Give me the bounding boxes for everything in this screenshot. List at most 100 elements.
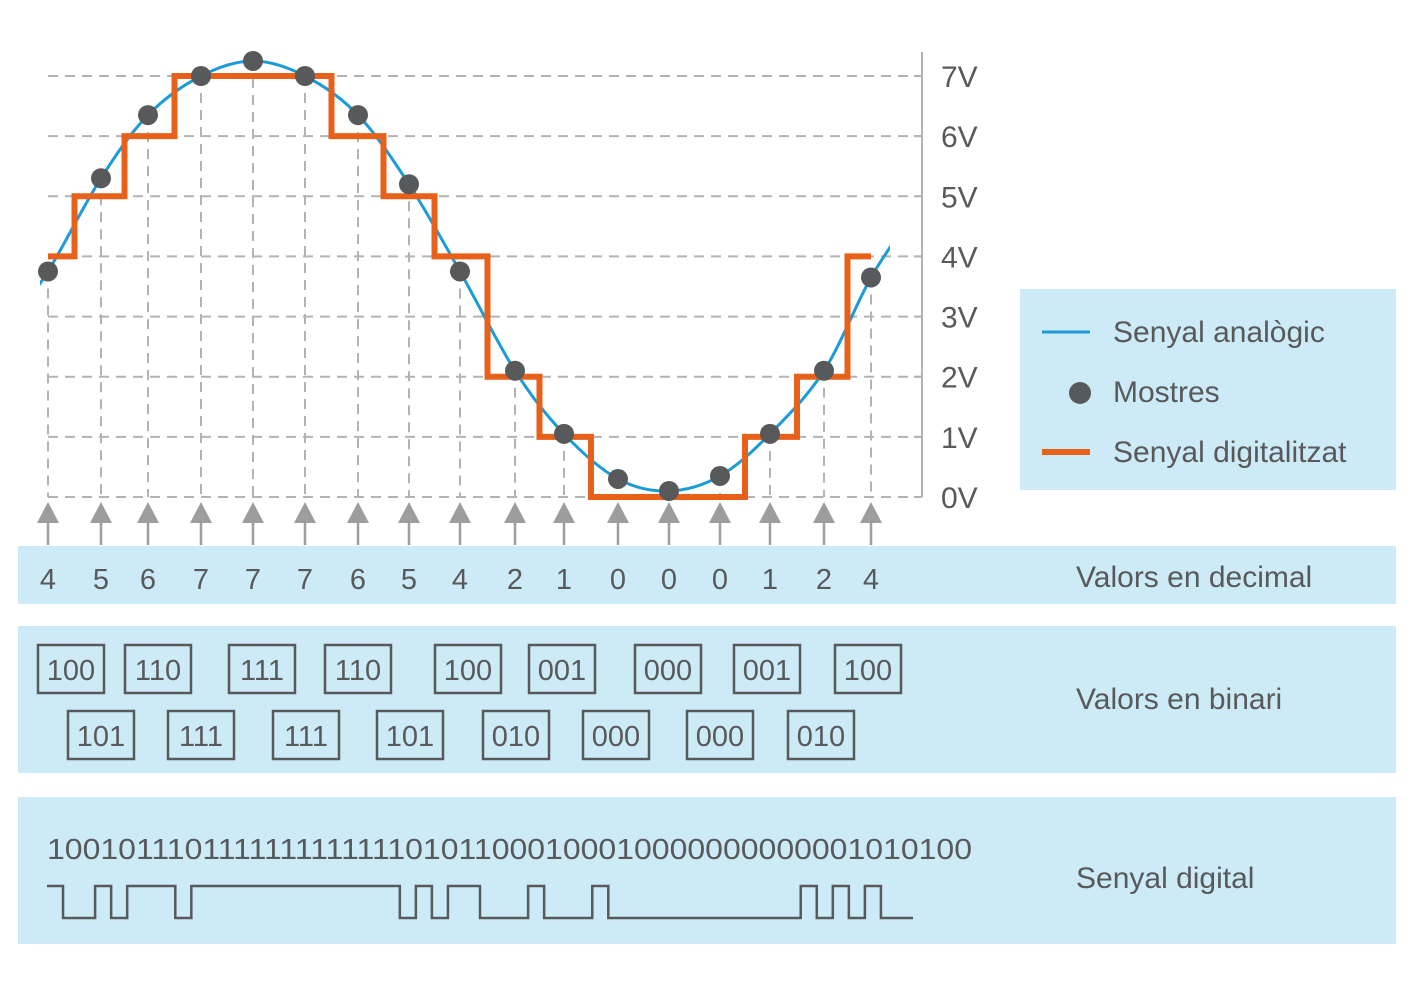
decimal-value: 4 [452, 564, 468, 596]
sampling-arrow-icon [449, 502, 471, 545]
sampling-arrow-icon [860, 502, 882, 545]
sample-point [399, 174, 419, 195]
y-tick-label: 3V [941, 302, 978, 335]
binary-value: 010 [797, 721, 845, 753]
sample-point [814, 360, 834, 381]
binary-value-box: 000 [581, 709, 651, 761]
binary-value-box: 111 [166, 709, 236, 761]
decimal-value: 4 [40, 564, 56, 596]
binary-panel [18, 626, 1396, 773]
binary-value: 111 [284, 721, 328, 753]
binary-value: 001 [538, 655, 586, 687]
decimal-value: 2 [816, 564, 832, 596]
binary-value: 000 [696, 721, 744, 753]
sampling-arrow-icon [759, 502, 781, 545]
binary-value: 110 [135, 655, 181, 687]
decimal-value: 0 [661, 564, 677, 596]
legend-samples-label: Mostres [1113, 376, 1220, 409]
binary-values: 100 101 110 111 111 111 110 101 100 010 001 000 000 0… [36, 643, 903, 761]
y-tick-label: 4V [941, 241, 978, 274]
binary-value: 111 [240, 655, 284, 687]
decimal-value: 5 [93, 564, 109, 596]
binary-value: 101 [77, 721, 125, 753]
binary-value-box: 111 [271, 709, 341, 761]
y-axis [914, 52, 923, 498]
decimal-panel [18, 546, 1396, 604]
sampling-arrow-icon [242, 502, 264, 545]
decimal-value: 6 [140, 564, 156, 596]
binary-value-box: 010 [786, 709, 856, 761]
decimal-value: 1 [762, 564, 778, 596]
binary-value-box: 100 [433, 643, 503, 695]
sampling-arrow-icon [553, 502, 575, 545]
sample-point [243, 50, 263, 71]
digital-square-wave [47, 884, 913, 920]
sampling-arrow-icon [90, 502, 112, 545]
sampling-arrow-icon [607, 502, 629, 545]
bitstring-text: 1001011101111111111111010110001000100000… [47, 834, 972, 866]
sampling-arrow-icon [709, 502, 731, 545]
sample-point [91, 168, 111, 189]
decimal-value: 4 [863, 564, 879, 596]
sample-points [38, 50, 881, 501]
sampling-arrow-icon [813, 502, 835, 545]
y-tick-label: 5V [941, 181, 978, 214]
sample-point [861, 267, 881, 288]
sampling-arrow-icon [137, 502, 159, 545]
binary-value: 001 [743, 655, 791, 687]
sampling-arrow-icon [504, 502, 526, 545]
binary-value-box: 110 [123, 643, 193, 695]
decimal-value: 2 [507, 564, 523, 596]
binary-row-label: Valors en binari [1076, 683, 1282, 716]
sample-point [554, 423, 574, 444]
legend-samples-swatch [1069, 382, 1091, 404]
binary-value-box: 000 [685, 709, 755, 761]
y-tick-label: 2V [941, 362, 978, 395]
binary-value: 101 [386, 721, 434, 753]
decimal-value: 7 [297, 564, 313, 596]
sample-point [505, 360, 525, 381]
binary-value: 110 [335, 655, 381, 687]
sample-point [659, 480, 679, 501]
binary-value: 100 [444, 655, 492, 687]
binary-value-box: 010 [481, 709, 551, 761]
sample-point [38, 261, 58, 282]
binary-value: 111 [179, 721, 223, 753]
sampling-arrow-icon [37, 502, 59, 545]
binary-value-box: 100 [833, 643, 903, 695]
decimal-value: 0 [610, 564, 626, 596]
legend: Senyal analògic Mostres Senyal digitalit… [1042, 316, 1347, 469]
binary-value: 100 [844, 655, 892, 687]
binary-value: 000 [644, 655, 692, 687]
binary-value-box: 101 [66, 709, 136, 761]
sample-point [450, 261, 470, 282]
binary-value-box: 100 [36, 643, 106, 695]
decimal-value: 7 [245, 564, 261, 596]
sample-point [191, 66, 211, 86]
decimal-value: 5 [401, 564, 417, 596]
sampling-arrows [37, 502, 882, 545]
sample-point [295, 66, 315, 86]
binary-value: 100 [47, 655, 95, 687]
binary-value-box: 001 [527, 643, 597, 695]
decimal-row-label: Valors en decimal [1076, 561, 1312, 594]
sample-point [138, 105, 158, 126]
sample-point [348, 105, 368, 126]
sampling-arrow-icon [658, 502, 680, 545]
legend-analog-label: Senyal analògic [1113, 316, 1325, 349]
sampling-arrow-icon [294, 502, 316, 545]
binary-value-box: 111 [227, 643, 297, 695]
sample-point [608, 468, 628, 489]
binary-value-box: 101 [375, 709, 445, 761]
grid [47, 60, 922, 498]
digital-panel [18, 797, 1396, 944]
binary-value-box: 110 [323, 643, 393, 695]
y-tick-label: 1V [941, 422, 978, 455]
y-tick-label: 7V [941, 61, 978, 94]
sampling-arrow-icon [398, 502, 420, 545]
binary-value-box: 000 [633, 643, 703, 695]
decimal-value: 6 [350, 564, 366, 596]
sample-point [710, 465, 730, 486]
